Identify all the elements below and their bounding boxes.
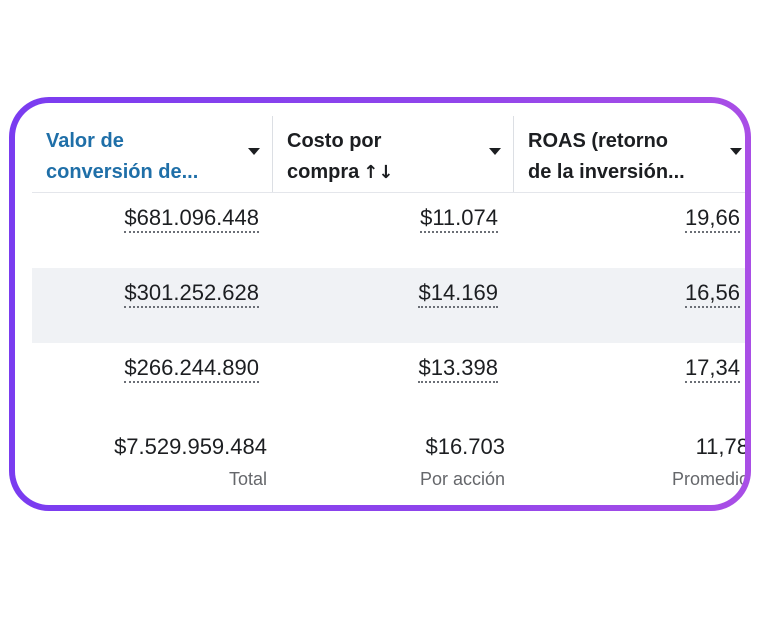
table-header: Valor de conversión de... Costo por comp… bbox=[32, 116, 745, 193]
column-header-cost-per-purchase[interactable]: Costo por compra ↑↓ bbox=[272, 116, 513, 192]
conversion-value[interactable]: $266.244.890 bbox=[124, 355, 259, 383]
cell-cost-per-purchase: $13.398 bbox=[272, 343, 513, 418]
cost-per-purchase[interactable]: $11.074 bbox=[420, 205, 498, 233]
column-header-roas[interactable]: ROAS (retorno de la inversión... bbox=[513, 116, 745, 192]
table-panel: Valor de conversión de... Costo por comp… bbox=[15, 103, 745, 505]
conversion-value[interactable]: $681.096.448 bbox=[124, 205, 259, 233]
table-frame: Valor de conversión de... Costo por comp… bbox=[9, 97, 751, 511]
cost-per-purchase[interactable]: $14.169 bbox=[418, 280, 498, 308]
cell-cost-per-purchase: $14.169 bbox=[272, 268, 513, 343]
totals-row: $7.529.959.484 Total $16.703 Por acción … bbox=[32, 418, 745, 505]
table-row: $266.244.890 $13.398 17,34 bbox=[32, 343, 745, 418]
caret-down-icon[interactable] bbox=[730, 148, 742, 155]
total-label: Promedio bbox=[671, 469, 745, 489]
column-header-line2: de la inversión... bbox=[528, 161, 685, 183]
cell-cost-per-purchase: $11.074 bbox=[272, 193, 513, 268]
total-value: 11,78 bbox=[695, 434, 745, 459]
column-header-line2: compra bbox=[287, 161, 360, 183]
cell-conversion-value: $681.096.448 bbox=[32, 193, 272, 268]
total-value: $7.529.959.484 bbox=[114, 434, 267, 459]
total-value: $16.703 bbox=[425, 434, 505, 459]
cost-per-purchase[interactable]: $13.398 bbox=[418, 355, 498, 383]
table-row: $681.096.448 $11.074 19,66 bbox=[32, 193, 745, 268]
column-header-line1: Valor de bbox=[46, 130, 124, 152]
caret-down-icon[interactable] bbox=[489, 148, 501, 155]
total-roas: 11,78 Promedio bbox=[513, 418, 745, 505]
cell-conversion-value: $266.244.890 bbox=[32, 343, 272, 418]
total-label: Total bbox=[228, 469, 267, 489]
cell-conversion-value: $301.252.628 bbox=[32, 268, 272, 343]
column-header-line1: ROAS (retorno bbox=[528, 130, 668, 152]
column-header-line2: conversión de... bbox=[46, 161, 199, 183]
roas-value[interactable]: 19,66 bbox=[684, 205, 740, 233]
total-cost-per-purchase: $16.703 Por acción bbox=[272, 418, 513, 505]
total-conversion-value: $7.529.959.484 Total bbox=[32, 418, 272, 505]
table-row: $301.252.628 $14.169 16,56 bbox=[32, 268, 745, 343]
roas-value[interactable]: 16,56 bbox=[684, 280, 740, 308]
conversion-value[interactable]: $301.252.628 bbox=[124, 280, 259, 308]
metrics-table: Valor de conversión de... Costo por comp… bbox=[32, 116, 745, 505]
sort-arrows-icon[interactable]: ↑↓ bbox=[363, 162, 394, 183]
column-header-line2-wrap: compra ↑↓ bbox=[287, 157, 513, 188]
total-label: Por acción bbox=[419, 469, 505, 489]
roas-value[interactable]: 17,34 bbox=[684, 355, 740, 383]
column-header-line1: Costo por bbox=[287, 130, 382, 152]
cell-roas: 16,56 bbox=[513, 268, 745, 343]
column-header-conversion-value[interactable]: Valor de conversión de... bbox=[32, 116, 272, 192]
caret-down-icon[interactable] bbox=[248, 148, 260, 155]
cell-roas: 19,66 bbox=[513, 193, 745, 268]
cell-roas: 17,34 bbox=[513, 343, 745, 418]
